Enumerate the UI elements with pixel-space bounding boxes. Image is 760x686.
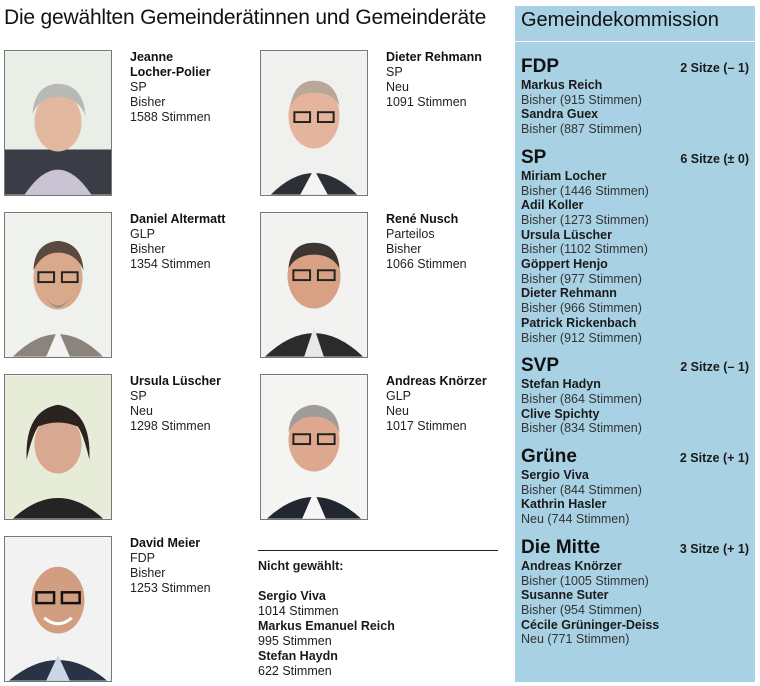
party-name: Die Mitte: [521, 536, 601, 558]
member-name: Andreas Knörzer: [386, 374, 487, 388]
member-status: Neu: [386, 404, 409, 418]
not-elected-heading: Nicht gewählt:: [258, 559, 344, 573]
commission-sidebar: Gemeindekommission FDP 2 Sitze (– 1) Mar…: [515, 6, 755, 682]
member-party: GLP: [386, 389, 412, 403]
party-name: SVP: [521, 355, 560, 377]
commission-title: Gemeindekommission: [515, 6, 755, 42]
commission-member-detail: Bisher (1102 Stimmen): [521, 242, 648, 257]
member-name: Dieter Rehmann: [386, 50, 482, 64]
member-votes: 1354 Stimmen: [130, 257, 211, 271]
council-member-card: Jeanne Locher-Polier SP Bisher 1588 Stimm…: [4, 50, 254, 200]
not-elected-votes: 1014 Stimmen: [258, 604, 339, 618]
commission-member-detail: Bisher (864 Stimmen): [521, 391, 642, 406]
commission-member-detail: Bisher (1005 Stimmen): [521, 573, 649, 588]
member-name: Ursula Lüscher: [130, 374, 222, 388]
portrait-photo: [260, 212, 368, 358]
member-name: Jeanne Locher-Polier: [130, 50, 211, 79]
party-block-sp: SP 6 Sitze (± 0) Miriam Locher Bisher (1…: [521, 147, 749, 345]
portrait-photo: [4, 374, 112, 520]
member-status: Neu: [130, 404, 153, 418]
member-status: Neu: [386, 80, 409, 94]
commission-member-name: Kathrin Hasler: [521, 497, 607, 512]
party-block-gruene: Grüne 2 Sitze (+ 1) Sergio Viva Bisher (…: [521, 446, 749, 527]
member-votes: 1253 Stimmen: [130, 581, 211, 595]
commission-member-detail: Neu (771 Stimmen): [521, 632, 630, 647]
commission-member-name: Clive Spichty: [521, 406, 600, 421]
commission-member-detail: Bisher (912 Stimmen): [521, 330, 642, 345]
member-votes: 1298 Stimmen: [130, 419, 211, 433]
portrait-photo: [4, 212, 112, 358]
member-party: SP: [130, 80, 147, 94]
party-block-die-mitte: Die Mitte 3 Sitze (+ 1) Andreas Knörzer …: [521, 537, 749, 647]
member-name: David Meier: [130, 536, 201, 550]
member-status: Bisher: [386, 242, 422, 256]
commission-member-name: Göppert Henjo: [521, 257, 608, 272]
member-name: René Nusch: [386, 212, 459, 226]
member-status: Bisher: [130, 242, 166, 256]
council-member-card: Andreas Knörzer GLP Neu 1017 Stimmen: [260, 374, 510, 524]
commission-member-detail: Bisher (1446 Stimmen): [521, 183, 649, 198]
not-elected-votes: 995 Stimmen: [258, 634, 332, 648]
party-block-svp: SVP 2 Sitze (– 1) Stefan Hadyn Bisher (8…: [521, 355, 749, 436]
commission-member-detail: Bisher (915 Stimmen): [521, 92, 642, 107]
member-votes: 1091 Stimmen: [386, 95, 467, 109]
member-votes: 1588 Stimmen: [130, 110, 211, 124]
not-elected-name: Stefan Haydn: [258, 649, 338, 663]
member-party: FDP: [130, 551, 155, 565]
not-elected-name: Sergio Viva: [258, 589, 326, 603]
not-elected-name: Markus Emanuel Reich: [258, 619, 395, 633]
commission-member-name: Sandra Guex: [521, 107, 599, 122]
commission-member-detail: Bisher (1273 Stimmen): [521, 212, 649, 227]
portrait-photo: [4, 536, 112, 682]
council-member-card: Daniel Altermatt GLP Bisher 1354 Stimmen: [4, 212, 254, 362]
commission-member-detail: Bisher (977 Stimmen): [521, 271, 642, 286]
party-seats: 2 Sitze (+ 1): [679, 451, 749, 466]
commission-member-detail: Neu (744 Stimmen): [521, 512, 630, 527]
not-elected-votes: 622 Stimmen: [258, 664, 332, 678]
member-party: Parteilos: [386, 227, 435, 241]
commission-member-name: Susanne Suter: [521, 588, 609, 603]
commission-member-name: Andreas Knörzer: [521, 558, 622, 573]
party-seats: 6 Sitze (± 0): [680, 151, 749, 166]
council-member-card: Ursula Lüscher SP Neu 1298 Stimmen: [4, 374, 254, 524]
portrait-photo: [260, 50, 368, 196]
commission-member-detail: Bisher (887 Stimmen): [521, 122, 642, 137]
council-member-card: Dieter Rehmann SP Neu 1091 Stimmen: [260, 50, 510, 200]
commission-member-detail: Bisher (844 Stimmen): [521, 482, 642, 497]
party-seats: 2 Sitze (– 1): [680, 61, 749, 75]
commission-member-detail: Bisher (834 Stimmen): [521, 421, 642, 436]
member-party: SP: [130, 389, 147, 403]
commission-member-detail: Bisher (954 Stimmen): [521, 602, 642, 617]
member-status: Bisher: [130, 566, 166, 580]
party-seats: 3 Sitze (+ 1): [679, 541, 749, 556]
not-elected-section: Nicht gewählt: Sergio Viva 1014 Stimmen …: [258, 550, 498, 679]
member-party: GLP: [130, 227, 156, 241]
council-member-card: David Meier FDP Bisher 1253 Stimmen: [4, 536, 254, 686]
commission-member-name: Cécile Grüninger-Deiss: [521, 617, 660, 632]
party-name: SP: [521, 146, 547, 168]
commission-member-name: Stefan Hadyn: [521, 377, 601, 392]
commission-member-name: Adil Koller: [521, 198, 584, 213]
commission-member-detail: Bisher (966 Stimmen): [521, 301, 642, 316]
party-seats: 2 Sitze (– 1): [680, 360, 749, 375]
portrait-photo: [4, 50, 112, 196]
member-votes: 1017 Stimmen: [386, 419, 467, 433]
member-party: SP: [386, 65, 403, 79]
commission-member-name: Patrick Rickenbach: [521, 315, 637, 330]
portrait-photo: [260, 374, 368, 520]
party-name: FDP: [521, 56, 559, 77]
member-status: Bisher: [130, 95, 166, 109]
page-title: Die gewählten Gemeinderätinnen und Gemei…: [4, 6, 487, 29]
commission-member-name: Ursula Lüscher: [521, 227, 613, 242]
commission-member-name: Miriam Locher: [521, 168, 607, 183]
member-votes: 1066 Stimmen: [386, 257, 467, 271]
commission-member-name: Sergio Viva: [521, 468, 589, 483]
commission-member-name: Markus Reich: [521, 78, 603, 92]
member-name: Daniel Altermatt: [130, 212, 226, 226]
party-block-fdp: FDP 2 Sitze (– 1) Markus Reich Bisher (9…: [521, 56, 749, 137]
commission-member-name: Dieter Rehmann: [521, 286, 617, 301]
party-name: Grüne: [521, 446, 577, 468]
council-member-card: René Nusch Parteilos Bisher 1066 Stimmen: [260, 212, 510, 362]
